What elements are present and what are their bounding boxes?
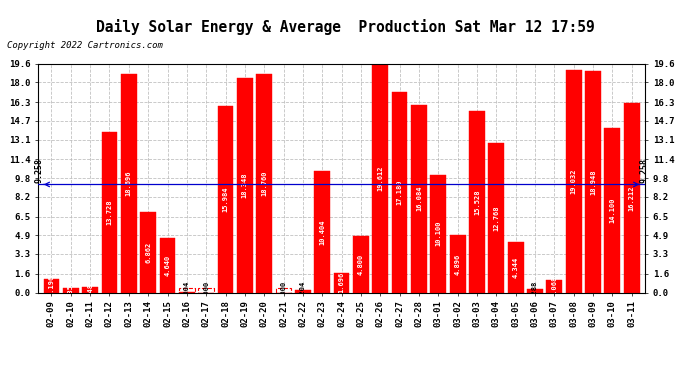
Text: 0.480: 0.480 [87,279,93,300]
Text: 9.258: 9.258 [34,158,43,183]
Text: 0.000: 0.000 [281,281,286,302]
Text: 0.000: 0.000 [203,281,209,302]
Bar [489,144,504,292]
Text: 16.084: 16.084 [416,186,422,211]
Text: 1.068: 1.068 [551,276,558,297]
Bar [237,78,253,292]
Text: 13.728: 13.728 [106,200,112,225]
Bar [43,279,59,292]
Text: 17.180: 17.180 [397,180,402,205]
Bar [256,74,272,292]
Text: Daily Solar Energy & Average  Production Sat Mar 12 17:59: Daily Solar Energy & Average Production … [96,19,594,35]
Text: 0.288: 0.288 [532,281,538,302]
Text: 14.100: 14.100 [609,198,615,223]
Bar [546,280,562,292]
Bar [140,212,156,292]
Bar [121,74,137,292]
Bar [585,71,601,292]
Text: 4.344: 4.344 [513,256,519,278]
Text: 1.696: 1.696 [339,272,344,293]
Text: 9.258: 9.258 [640,158,649,183]
Text: 4.640: 4.640 [164,255,170,276]
Bar [566,70,582,292]
Bar [63,288,79,292]
Text: 4.896: 4.896 [455,253,461,274]
Bar [431,175,446,292]
Text: 0.356: 0.356 [68,280,74,301]
Bar [101,132,117,292]
Bar [624,103,640,292]
Text: 18.948: 18.948 [590,169,596,195]
Bar [295,290,310,292]
Text: 19.032: 19.032 [571,169,577,194]
Bar [334,273,349,292]
Bar [411,105,427,292]
Text: 4.800: 4.800 [358,254,364,275]
Text: 6.862: 6.862 [145,242,151,263]
Bar [217,106,233,292]
Bar [353,237,369,292]
Bar [275,288,291,292]
Bar [450,236,466,292]
Text: 0.204: 0.204 [300,281,306,302]
Bar [604,128,620,292]
Text: 15.528: 15.528 [474,189,480,214]
Text: 10.404: 10.404 [319,219,325,245]
Bar [179,288,195,292]
Bar [198,288,214,292]
Bar [82,287,98,292]
Text: 15.984: 15.984 [222,186,228,212]
Text: 18.760: 18.760 [262,170,267,196]
Bar [373,64,388,292]
Text: Copyright 2022 Cartronics.com: Copyright 2022 Cartronics.com [7,41,163,50]
Bar [469,111,485,292]
Bar [392,92,408,292]
Bar [527,289,543,292]
Text: 10.100: 10.100 [435,221,441,246]
Bar [314,171,330,292]
Text: 12.768: 12.768 [493,205,500,231]
Text: 18.696: 18.696 [126,171,132,196]
Text: 16.212: 16.212 [629,185,635,211]
Text: 1.196: 1.196 [48,275,55,296]
Bar [508,242,524,292]
Text: 18.348: 18.348 [242,172,248,198]
Text: 19.612: 19.612 [377,165,383,191]
Text: 0.004: 0.004 [184,281,190,302]
Bar [159,238,175,292]
